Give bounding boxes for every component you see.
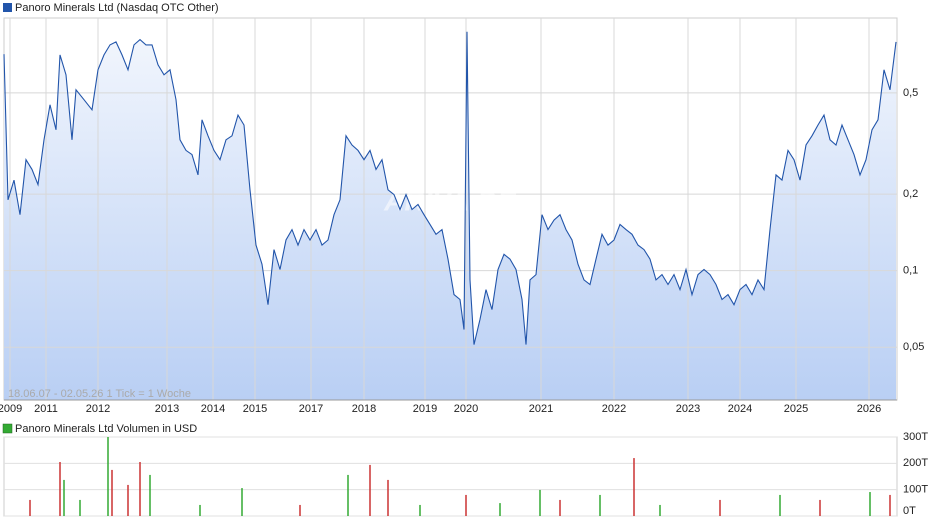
volume-bar (599, 494, 601, 516)
plot-area (3, 436, 898, 517)
x-tick-label: 2018 (352, 403, 376, 415)
annotation: 18.06.07 - 02.05.26 1 Tick = 1 Woche (8, 388, 191, 400)
volume-bar (59, 462, 61, 516)
volume-bar (387, 479, 389, 516)
volume-bar (347, 474, 349, 516)
x-tick-label: 2017 (299, 403, 323, 415)
volume-bar (299, 504, 301, 516)
y-tick-label: 0,5 (903, 87, 918, 99)
volume-bar (779, 494, 781, 516)
watermark: ARIVA.DE (383, 185, 517, 216)
x-tick-label: 2020 (454, 403, 478, 415)
volume-bar (819, 499, 821, 516)
x-tick-label: 2015 (243, 403, 267, 415)
y-tick-label: 0T (903, 505, 916, 517)
volume-bar (107, 437, 109, 516)
x-tick-label: 2013 (155, 403, 179, 415)
volume-title: Panoro Minerals Ltd Volumen in USD (15, 423, 197, 435)
price-line (3, 31, 897, 345)
area (4, 31, 896, 401)
volume-bar (633, 458, 635, 516)
volume-bar (199, 504, 201, 516)
volume-bar (139, 462, 141, 516)
x-tick-label: 2022 (602, 403, 626, 415)
chart-title: Panoro Minerals Ltd (Nasdaq OTC Other) (15, 2, 219, 14)
y-tick-label: 0,05 (903, 341, 924, 353)
x-tick-label: 2014 (201, 403, 225, 415)
volume-bar (63, 479, 65, 516)
volume-bar (419, 504, 421, 516)
y-tick-label: 0,2 (903, 188, 918, 200)
volume-bar (465, 494, 467, 516)
x-tick-label: 2026 (857, 403, 881, 415)
x-tick-label: 2012 (86, 403, 110, 415)
x-tick-label: 2009 (0, 403, 22, 415)
volume-bar (149, 474, 151, 516)
volume-bar (869, 492, 871, 516)
x-tick-label: 2025 (784, 403, 808, 415)
volume-bar (29, 499, 31, 516)
volume-bar (127, 484, 129, 516)
volume-bar (499, 503, 501, 516)
y-tick-label: 0,1 (903, 265, 918, 277)
x-tick-label: 2011 (34, 403, 58, 415)
x-tick-label: 2021 (529, 403, 553, 415)
volume-bar (369, 464, 371, 516)
legend-swatch (2, 423, 13, 434)
y-tick-label: 300T (903, 431, 928, 443)
x-tick-label: 2024 (728, 403, 752, 415)
x-tick-label: 2019 (413, 403, 437, 415)
x-tick-label: 2023 (676, 403, 700, 415)
volume-bar (539, 489, 541, 516)
volume-bar (111, 469, 113, 516)
legend-swatch (3, 3, 12, 12)
volume-bar (79, 499, 81, 516)
volume-bar (241, 488, 243, 516)
volume-bar (889, 494, 891, 516)
volume-bar (719, 499, 721, 516)
y-tick-label: 100T (903, 484, 928, 496)
volume-bar (659, 504, 661, 516)
volume-bar (559, 499, 561, 516)
y-tick-label: 200T (903, 457, 928, 469)
